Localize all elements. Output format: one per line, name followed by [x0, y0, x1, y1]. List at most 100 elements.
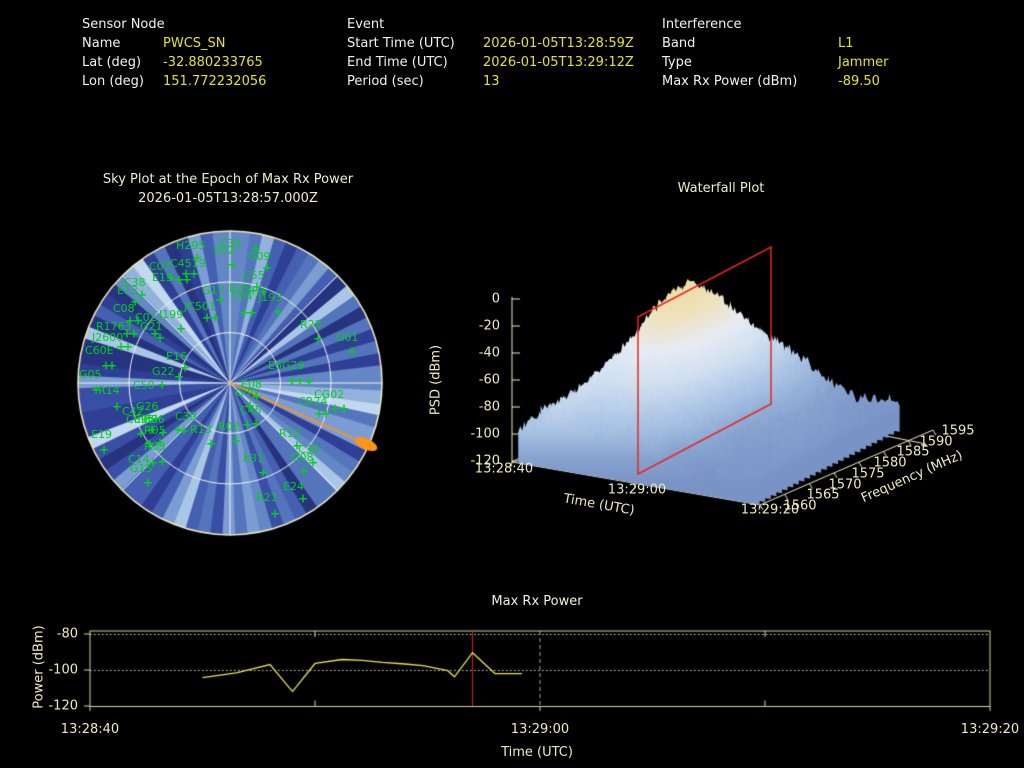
satellite-marker-icon: + — [313, 406, 325, 421]
interference-power-value: -89.50 — [838, 74, 880, 89]
waterfall-psd-tick-label: -120 — [470, 453, 500, 469]
satellite-marker-icon: + — [238, 305, 250, 320]
waterfall-title: Waterfall Plot — [677, 181, 765, 196]
satellite-marker-icon: + — [214, 292, 226, 307]
satellite-marker-icon: + — [156, 377, 168, 392]
satellite-label: C45 — [240, 404, 262, 417]
satellite-marker-icon: + — [312, 331, 324, 346]
satellite-label: G22 — [152, 365, 175, 378]
satellite-marker-icon: + — [209, 310, 221, 325]
waterfall-psd-tick-label: -20 — [478, 318, 500, 334]
satellite-label: E34 — [220, 237, 241, 250]
satellite-marker-icon: + — [128, 326, 140, 341]
satellite-marker-icon: + — [165, 270, 177, 285]
power-x-tick-label: 13:29:00 — [510, 722, 570, 737]
satellite-label: G26 — [136, 400, 159, 413]
satellite-marker-icon: + — [173, 272, 185, 287]
satellite-label: E02 — [214, 244, 235, 257]
satellite-label: R03 — [144, 440, 166, 453]
skyplot-canvas — [60, 215, 405, 560]
satellite-marker-icon: + — [294, 373, 306, 388]
satellite-marker-icon: + — [124, 313, 136, 328]
power-y-tick-label: -120 — [48, 698, 78, 714]
satellite-label: E25 — [229, 282, 250, 295]
satellite-marker-icon: + — [98, 442, 110, 457]
satellite-marker-icon: + — [172, 422, 184, 437]
satellite-label: R1763 — [96, 320, 132, 333]
satellite-label: E24 — [283, 480, 304, 493]
waterfall-frequency-tick-label: 1560 — [783, 498, 817, 514]
satellite-marker-icon: + — [257, 284, 269, 299]
satellite-label: R13 — [190, 423, 212, 436]
satellite-marker-icon: + — [146, 422, 158, 437]
satellite-marker-icon: + — [175, 321, 187, 336]
satellite-marker-icon: + — [180, 266, 192, 281]
waterfall-psd-tick-label: -60 — [478, 372, 500, 388]
waterfall-frequency-tick-label: 1575 — [851, 466, 885, 482]
satellite-label: G17 — [202, 284, 225, 297]
event-end-value: 2026-01-05T13:29:12Z — [483, 55, 634, 70]
interference-title: Interference — [662, 17, 742, 32]
satellite-marker-icon: + — [135, 426, 147, 441]
sensor-lat-label: Lat (deg) — [82, 55, 142, 70]
interference-band-label: Band — [662, 36, 696, 51]
event-period-label: Period (sec) — [347, 74, 424, 89]
satellite-marker-icon: + — [247, 283, 259, 298]
satellite-label: C38 — [124, 276, 146, 289]
satellite-label: G09 — [248, 250, 271, 263]
satellite-marker-icon: + — [201, 310, 213, 325]
satellite-marker-icon: + — [338, 401, 350, 416]
event-title: Event — [347, 17, 385, 32]
satellite-marker-icon: + — [100, 358, 112, 373]
satellite-marker-icon: + — [298, 463, 310, 478]
waterfall-psd-tick-label: -100 — [470, 426, 500, 442]
power-y-axis-label: Power (dBm) — [31, 625, 47, 709]
satellite-label: R21 — [256, 491, 278, 504]
satellite-marker-icon: + — [181, 272, 193, 287]
satellite-label: G21 — [140, 320, 163, 333]
satellite-label: G05 — [79, 368, 102, 381]
waterfall-frequency-tick-label: 1580 — [873, 455, 907, 471]
power-chart-canvas — [20, 598, 1024, 733]
satellite-label: E08 — [241, 378, 262, 391]
satellite-marker-icon: + — [143, 410, 155, 425]
satellite-marker-icon: + — [121, 326, 133, 341]
satellite-marker-icon: + — [250, 241, 262, 256]
satellite-marker-icon: + — [269, 506, 281, 521]
satellite-label: R05 — [144, 424, 166, 437]
power-x-tick-label: 13:28:40 — [60, 722, 120, 737]
interference-power-label: Max Rx Power (dBm) — [662, 74, 798, 89]
sensor-name-value: PWCS_SN — [163, 36, 226, 51]
waterfall-frequency-tick-label: 1585 — [896, 444, 930, 460]
satellite-marker-icon: + — [154, 435, 166, 450]
satellite-label: H295 — [176, 239, 206, 252]
waterfall-frequency-tick-label: 1570 — [828, 477, 862, 493]
satellite-label: E19 — [91, 428, 112, 441]
satellite-label: E05 — [134, 413, 155, 426]
satellite-label: C30 — [298, 443, 320, 456]
skyplot-title-line2: 2026-01-05T13:28:57.000Z — [138, 191, 318, 206]
satellite-marker-icon: + — [297, 491, 309, 506]
waterfall-time-tick-label: 13:28:40 — [474, 461, 534, 477]
satellite-label: R14 — [98, 384, 120, 397]
power-y-tick-label: -80 — [56, 626, 78, 642]
satellite-label: E13 — [117, 284, 138, 297]
satellite-marker-icon: + — [142, 475, 154, 490]
satellite-label: C4519 — [170, 257, 206, 270]
satellite-marker-icon: + — [244, 398, 256, 413]
satellite-marker-icon: + — [346, 344, 358, 359]
waterfall-frequency-tick-label: 1565 — [806, 487, 840, 503]
power-y-tick-label: -100 — [48, 662, 78, 678]
event-start-label: Start Time (UTC) — [347, 36, 455, 51]
satellite-label: J2600 — [92, 331, 124, 344]
satellite-marker-icon: + — [241, 417, 253, 432]
satellite-label: C60E — [85, 344, 114, 357]
waterfall-psd-tick-label: -80 — [478, 399, 500, 415]
satellite-marker-icon: + — [156, 454, 168, 469]
satellite-marker-icon: + — [136, 287, 148, 302]
satellite-marker-icon: + — [122, 339, 134, 354]
satellite-label: C06 — [143, 413, 165, 426]
satellite-label: C09 — [126, 413, 148, 426]
satellite-marker-icon: + — [250, 416, 262, 431]
interference-type-value: Jammer — [838, 55, 889, 70]
